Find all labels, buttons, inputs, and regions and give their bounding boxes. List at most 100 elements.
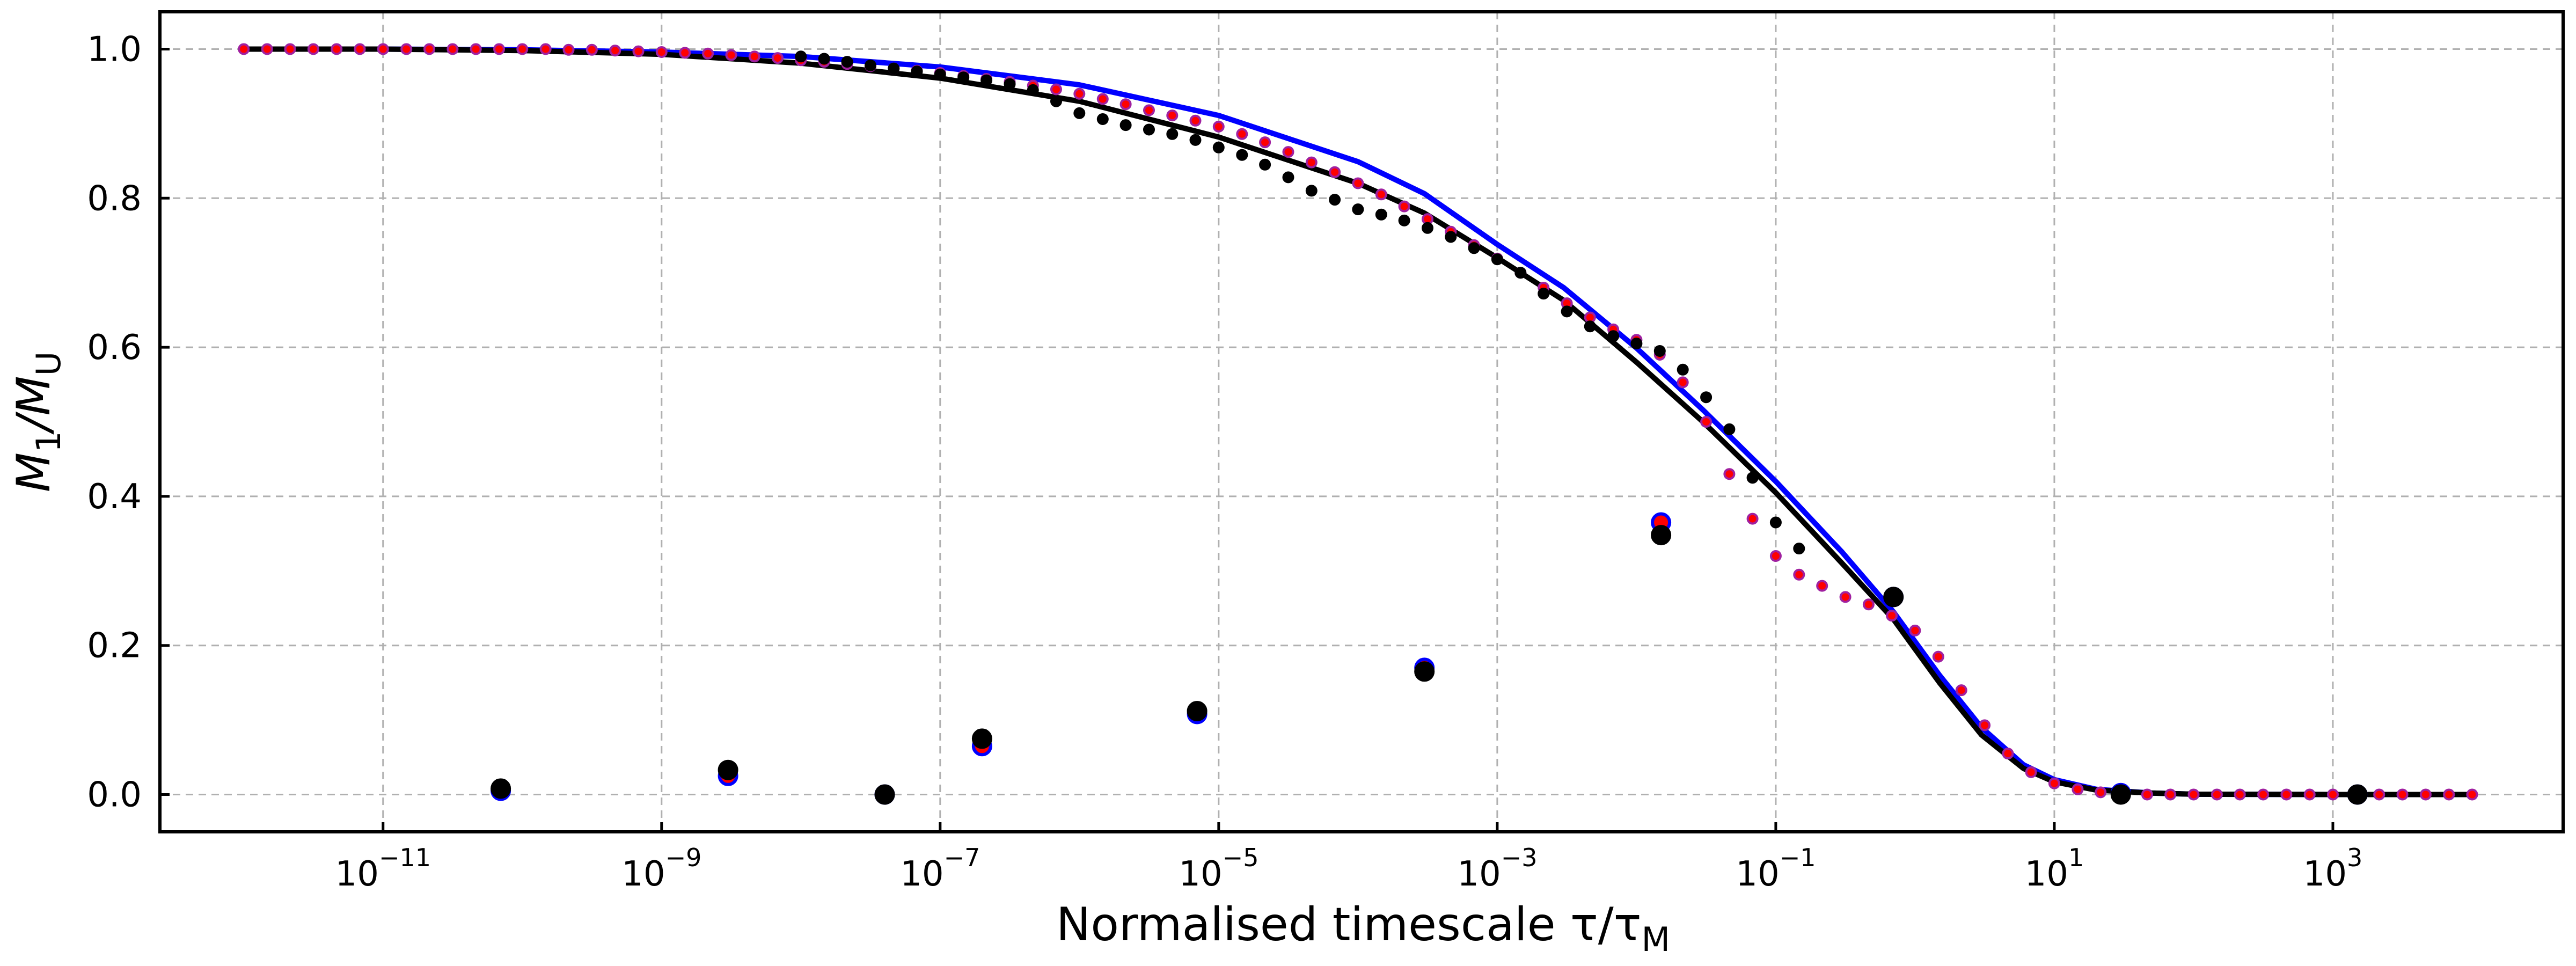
data-point — [1050, 83, 1062, 96]
data-point — [238, 43, 250, 55]
data-point — [934, 68, 946, 80]
data-point — [1584, 320, 1596, 333]
data-point — [1769, 550, 1782, 562]
data-point — [911, 65, 923, 78]
point-series-1 — [238, 43, 2478, 801]
data-point — [1119, 98, 1132, 111]
data-point — [818, 53, 830, 65]
data-point — [1119, 119, 1132, 131]
data-point — [1282, 171, 1294, 184]
data-point — [1514, 267, 1527, 279]
data-point — [1352, 177, 1364, 189]
data-point — [562, 43, 575, 56]
data-point — [516, 43, 529, 55]
data-point — [2110, 784, 2131, 805]
data-point — [1769, 516, 1782, 529]
model-curve-1 — [244, 46, 2472, 797]
data-point — [1723, 423, 1736, 435]
data-point — [1375, 188, 1387, 201]
x-tick-exponent: −5 — [1223, 843, 1259, 872]
data-point — [400, 43, 413, 55]
data-point — [1816, 580, 1828, 592]
y-tick-label: 0.4 — [87, 477, 142, 517]
data-point — [1422, 222, 1433, 234]
data-point — [1414, 661, 1435, 682]
x-tick-base: 10 — [1179, 854, 1222, 894]
data-point — [679, 47, 691, 59]
data-point — [307, 43, 319, 55]
y-tick-label: 0.6 — [87, 328, 142, 368]
x-tick-base: 10 — [2025, 854, 2068, 894]
data-point — [377, 43, 389, 55]
data-point — [1538, 288, 1550, 300]
data-point — [539, 43, 552, 55]
data-point — [1329, 166, 1341, 178]
x-tick-label: 10−5 — [1179, 843, 1258, 894]
data-point — [2141, 788, 2153, 801]
data-point — [423, 43, 435, 55]
x-tick-base: 10 — [335, 854, 379, 894]
data-point — [1259, 158, 1271, 171]
label-text: M — [7, 452, 61, 492]
data-point — [1073, 87, 1086, 100]
data-point — [1700, 391, 1713, 404]
data-point — [2443, 788, 2455, 801]
data-point — [1793, 568, 1805, 581]
data-point — [1793, 543, 1805, 555]
point-series-4 — [491, 525, 2368, 805]
data-point — [1700, 416, 1713, 428]
data-point — [2347, 784, 2368, 805]
data-point — [2303, 788, 2316, 801]
data-point — [1096, 113, 1109, 125]
data-point — [841, 56, 853, 68]
data-point — [2419, 788, 2432, 801]
data-point — [284, 43, 296, 55]
data-point — [2211, 788, 2223, 801]
data-point — [1445, 231, 1457, 243]
data-point — [261, 43, 273, 55]
x-tick-base: 10 — [900, 854, 943, 894]
data-point — [493, 43, 505, 55]
data-point — [1189, 114, 1202, 127]
data-point — [2466, 788, 2478, 801]
x-tick-base: 10 — [1736, 854, 1779, 894]
data-point — [2234, 788, 2246, 801]
data-point — [2164, 788, 2177, 801]
data-point — [748, 50, 760, 63]
data-point — [609, 45, 621, 57]
data-point — [632, 45, 645, 57]
data-point — [1909, 624, 1921, 636]
x-tick-exponent: −1 — [1780, 843, 1816, 872]
data-point — [1398, 200, 1410, 213]
x-tick-label: 103 — [2303, 843, 2363, 894]
model-curves — [244, 46, 2472, 797]
grid-lines — [160, 12, 2563, 832]
data-point — [1677, 363, 1689, 376]
data-point — [888, 62, 900, 75]
data-point — [1329, 194, 1341, 206]
data-point — [1259, 136, 1271, 149]
x-axis-label: Normalised timescale τ/τM​ — [1056, 898, 1670, 959]
data-point — [718, 759, 738, 780]
y-tick-label: 0.0 — [87, 775, 142, 815]
x-tick-label: 10−7 — [900, 843, 980, 894]
data-point — [2280, 788, 2293, 801]
data-point — [2072, 783, 2084, 795]
data-point — [1561, 305, 1573, 318]
data-point — [1630, 338, 1643, 350]
data-point — [447, 43, 459, 55]
data-point — [2025, 766, 2037, 778]
data-point — [1723, 468, 1736, 480]
data-point — [2327, 788, 2339, 801]
data-point — [1746, 513, 1759, 525]
data-point — [980, 74, 993, 86]
data-point — [1607, 330, 1620, 342]
data-point — [772, 52, 784, 64]
data-point — [1979, 719, 1991, 731]
data-point — [725, 49, 737, 61]
label-subscript: U — [29, 352, 68, 376]
data-point — [1187, 701, 1208, 721]
data-point — [702, 47, 714, 60]
data-point — [586, 43, 598, 56]
